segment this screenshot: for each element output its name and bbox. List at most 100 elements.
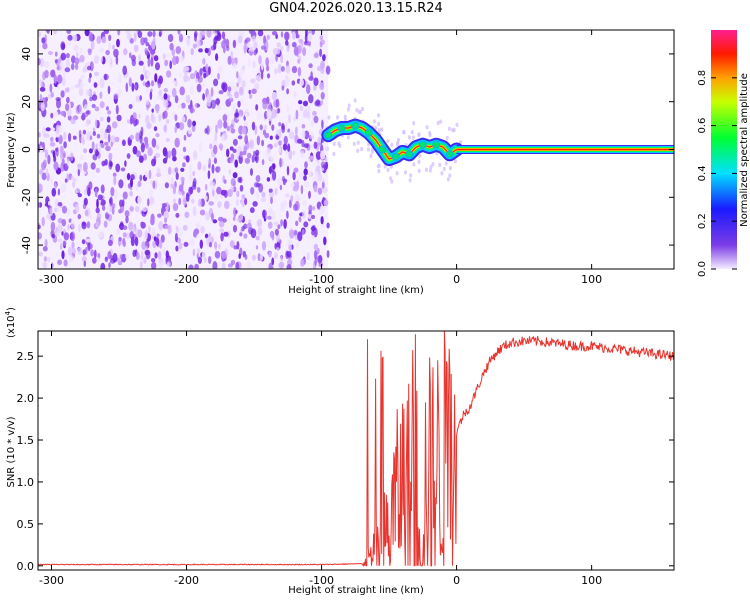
noise-blob: [65, 53, 70, 59]
noise-blob: [154, 252, 158, 259]
noise-blob: [278, 122, 282, 127]
noise-blob: [96, 221, 99, 228]
noise-blob: [210, 99, 216, 110]
noise-blob: [204, 47, 209, 54]
trace-halo: [428, 132, 432, 138]
noise-blob: [219, 228, 225, 233]
noise-blob: [115, 104, 119, 115]
trace-halo: [355, 108, 359, 113]
noise-blob: [57, 74, 63, 84]
noise-blob: [198, 142, 203, 152]
noise-blob: [112, 252, 118, 263]
y-tick-label: 2.5: [17, 350, 35, 363]
noise-blob: [165, 119, 170, 124]
noise-blob: [70, 63, 75, 70]
noise-blob: [175, 55, 179, 65]
noise-blob: [198, 48, 203, 53]
noise-blob: [96, 133, 101, 139]
noise-blob: [319, 42, 323, 48]
trace-halo: [397, 137, 400, 143]
noise-blob: [93, 82, 98, 88]
noise-blob: [244, 112, 248, 118]
noise-blob: [148, 169, 152, 180]
noise-blob: [89, 135, 93, 141]
noise-blob: [104, 256, 108, 261]
noise-blob: [139, 95, 142, 101]
noise-blob: [277, 177, 283, 186]
noise-blob: [199, 209, 206, 216]
noise-blob: [233, 86, 239, 92]
noise-blob: [100, 184, 105, 194]
noise-blob: [264, 125, 267, 130]
noise-blob: [145, 42, 150, 47]
noise-blob: [174, 114, 178, 122]
noise-blob: [223, 231, 229, 237]
noise-blob: [101, 160, 106, 167]
noise-blob: [55, 97, 61, 102]
noise-blob: [293, 167, 299, 173]
noise-blob: [130, 177, 133, 188]
trace-halo: [386, 139, 390, 144]
noise-blob: [197, 161, 202, 171]
trace-halo: [438, 162, 442, 168]
trace-halo: [353, 98, 357, 103]
noise-blob: [182, 162, 186, 168]
noise-blob: [230, 81, 236, 89]
noise-blob: [150, 115, 156, 124]
noise-blob: [87, 243, 93, 250]
noise-blob: [60, 243, 63, 250]
noise-blob: [99, 101, 105, 109]
noise-blob: [122, 232, 127, 238]
noise-blob: [60, 110, 66, 116]
noise-blob: [221, 251, 227, 259]
noise-blob: [145, 88, 149, 94]
noise-blob: [284, 76, 290, 86]
noise-blob: [320, 99, 324, 106]
noise-blob: [205, 211, 210, 221]
noise-blob: [308, 190, 311, 199]
noise-blob: [319, 205, 325, 215]
noise-blob: [175, 212, 180, 218]
noise-blob: [76, 52, 79, 57]
noise-blob: [103, 220, 108, 228]
trace-halo: [436, 120, 440, 126]
noise-blob: [267, 147, 271, 155]
noise-blob: [179, 72, 183, 78]
colorbar-tick-label: 0.6: [697, 118, 708, 134]
noise-blob: [281, 124, 286, 134]
noise-blob: [99, 78, 105, 88]
noise-blob: [39, 94, 43, 101]
noise-blob: [130, 236, 135, 247]
noise-blob: [315, 171, 319, 177]
noise-blob: [295, 30, 299, 39]
noise-blob: [274, 68, 278, 75]
noise-blob: [304, 180, 309, 188]
noise-blob: [280, 54, 284, 64]
noise-blob: [63, 232, 70, 241]
noise-blob: [140, 142, 145, 153]
noise-blob: [111, 207, 115, 215]
y-tick-label: 20: [20, 95, 33, 109]
noise-blob: [299, 78, 305, 87]
noise-blob: [188, 264, 194, 269]
noise-blob: [82, 249, 87, 256]
noise-blob: [61, 219, 67, 227]
noise-blob: [187, 118, 192, 128]
trace-point: [432, 140, 441, 149]
snr-ylabel: SNR (10 * v/v): [6, 416, 17, 487]
trace-halo: [448, 166, 452, 171]
noise-blob: [163, 93, 168, 100]
noise-blob: [291, 182, 295, 188]
noise-blob: [74, 57, 80, 65]
noise-blob: [71, 247, 76, 255]
noise-blob: [187, 38, 190, 47]
noise-blob: [217, 166, 221, 172]
noise-blob: [151, 108, 154, 113]
noise-blob: [214, 132, 218, 141]
noise-blob: [44, 133, 50, 138]
noise-blob: [116, 114, 122, 122]
noise-blob: [149, 196, 154, 206]
noise-blob: [281, 85, 285, 91]
noise-blob: [171, 147, 177, 158]
noise-blob: [128, 104, 133, 109]
